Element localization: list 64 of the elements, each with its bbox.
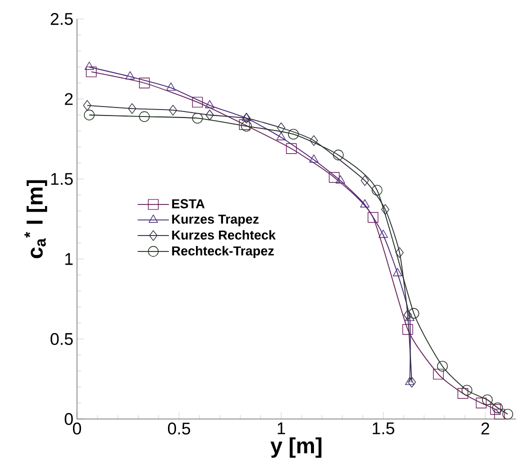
y-tick-label: 2: [64, 93, 73, 105]
y-tick-label: 1: [65, 253, 73, 265]
point: [502, 408, 514, 420]
point: [402, 324, 414, 335]
point: [457, 388, 468, 399]
y-tick-label: 1.5: [51, 173, 73, 185]
point: [437, 360, 448, 372]
point: [328, 172, 340, 183]
point: [368, 212, 378, 223]
point: [192, 96, 203, 108]
point: [360, 199, 370, 208]
point: [476, 398, 487, 408]
point: [405, 312, 414, 322]
point: [125, 71, 135, 80]
legend-label: Kurzes Trapez: [172, 214, 259, 226]
legend-label: Kurzes Rechteck: [172, 230, 276, 240]
x-axis-title: y [m]: [270, 437, 322, 458]
point: [360, 175, 369, 186]
point: [392, 268, 402, 276]
point: [310, 135, 318, 146]
point: [408, 308, 420, 319]
x-tick-label: 1.5: [372, 422, 394, 434]
point: [288, 128, 299, 140]
point: [433, 368, 444, 380]
point: [168, 104, 178, 116]
point: [336, 175, 346, 184]
point: [84, 110, 95, 120]
x-tick-label: 2: [481, 422, 490, 434]
point: [286, 143, 297, 154]
point: [494, 408, 505, 420]
x-tick-label: 1: [278, 422, 286, 434]
point: [381, 204, 390, 215]
x-tick-label: 0: [72, 422, 82, 435]
point: [408, 376, 416, 388]
x-tick-label: 0.5: [168, 422, 190, 435]
legend-label: Rechteck-Trapez: [172, 246, 274, 258]
legend-label: ESTA: [172, 199, 205, 208]
point: [84, 62, 94, 70]
point: [242, 112, 252, 122]
point: [378, 230, 388, 238]
y-tick-label: 0: [64, 413, 73, 425]
point: [242, 112, 251, 124]
point: [206, 110, 214, 120]
point: [482, 394, 493, 406]
point: [83, 100, 92, 111]
point: [192, 112, 203, 124]
y-tick-label: 2.5: [50, 13, 73, 25]
point: [404, 310, 412, 320]
point: [128, 103, 136, 114]
point: [139, 78, 150, 88]
point: [139, 111, 150, 122]
point: [462, 384, 472, 396]
point: [332, 150, 344, 160]
y-axis-title: c$_{a}$$^{*}$ l [m]: [24, 180, 48, 258]
point: [166, 82, 176, 91]
point: [205, 100, 214, 108]
point: [276, 132, 286, 140]
point: [395, 247, 404, 258]
y-tick-label: 0.5: [50, 333, 73, 345]
point: [405, 376, 414, 386]
point: [277, 122, 286, 134]
point: [372, 184, 382, 196]
point: [86, 66, 97, 78]
point: [309, 154, 318, 163]
